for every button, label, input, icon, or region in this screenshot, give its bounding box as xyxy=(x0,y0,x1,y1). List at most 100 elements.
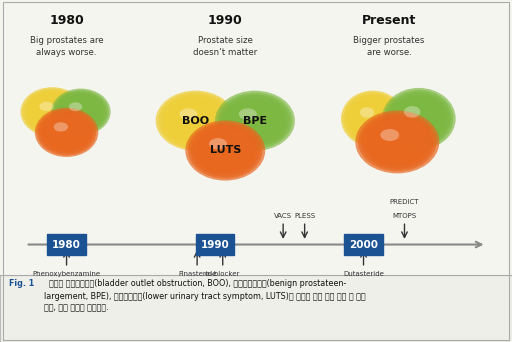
Ellipse shape xyxy=(194,127,257,174)
Ellipse shape xyxy=(50,110,54,114)
Text: Finasteride: Finasteride xyxy=(178,271,216,277)
Text: Dutasteride: Dutasteride xyxy=(343,271,384,277)
Ellipse shape xyxy=(33,97,71,127)
Ellipse shape xyxy=(77,109,85,115)
Text: LUTS: LUTS xyxy=(209,145,241,156)
Ellipse shape xyxy=(188,122,263,179)
Ellipse shape xyxy=(237,107,273,135)
Text: 1980: 1980 xyxy=(49,14,84,27)
Ellipse shape xyxy=(52,121,81,144)
Ellipse shape xyxy=(187,115,204,127)
Ellipse shape xyxy=(404,106,420,118)
Ellipse shape xyxy=(401,104,436,133)
Ellipse shape xyxy=(69,103,93,121)
Bar xyxy=(0,0,512,275)
Ellipse shape xyxy=(65,100,97,124)
Ellipse shape xyxy=(209,138,227,149)
Ellipse shape xyxy=(369,115,377,122)
Ellipse shape xyxy=(182,111,209,131)
Ellipse shape xyxy=(358,106,388,132)
Ellipse shape xyxy=(179,108,198,120)
Ellipse shape xyxy=(27,92,78,132)
Ellipse shape xyxy=(239,109,271,133)
Ellipse shape xyxy=(61,96,101,127)
Ellipse shape xyxy=(414,115,424,123)
Text: Fig. 1: Fig. 1 xyxy=(9,279,34,288)
Ellipse shape xyxy=(407,108,431,129)
Text: 연대별 하부요로폐색(bladder outlet obstruction, BOO), 양성전립선비대(benign prostateen-
largemen: 연대별 하부요로폐색(bladder outlet obstruction, B… xyxy=(44,279,366,313)
Ellipse shape xyxy=(20,87,84,136)
Ellipse shape xyxy=(371,117,375,120)
Text: Phenoxybenzamine: Phenoxybenzamine xyxy=(32,271,101,277)
Ellipse shape xyxy=(166,98,225,143)
Ellipse shape xyxy=(48,118,86,147)
Ellipse shape xyxy=(223,148,228,153)
Ellipse shape xyxy=(73,106,89,118)
Ellipse shape xyxy=(185,113,206,129)
Ellipse shape xyxy=(218,93,292,149)
Ellipse shape xyxy=(180,109,211,133)
Ellipse shape xyxy=(35,108,98,157)
Ellipse shape xyxy=(362,109,383,128)
Ellipse shape xyxy=(169,101,222,141)
Ellipse shape xyxy=(161,95,230,147)
Ellipse shape xyxy=(380,129,414,155)
Ellipse shape xyxy=(193,119,198,123)
Ellipse shape xyxy=(250,117,260,125)
Ellipse shape xyxy=(190,124,260,176)
Ellipse shape xyxy=(244,113,266,129)
Ellipse shape xyxy=(46,116,88,149)
Ellipse shape xyxy=(215,143,236,158)
Ellipse shape xyxy=(367,113,379,124)
Text: BPE: BPE xyxy=(243,116,267,126)
Ellipse shape xyxy=(385,90,453,147)
Ellipse shape xyxy=(44,114,90,150)
Text: Present: Present xyxy=(362,14,416,27)
Ellipse shape xyxy=(177,107,214,135)
Ellipse shape xyxy=(382,88,456,149)
Ellipse shape xyxy=(412,113,426,125)
Ellipse shape xyxy=(358,113,437,171)
Ellipse shape xyxy=(53,90,109,133)
Ellipse shape xyxy=(392,138,403,146)
Ellipse shape xyxy=(190,117,201,125)
Ellipse shape xyxy=(56,124,77,141)
Ellipse shape xyxy=(217,144,233,157)
Ellipse shape xyxy=(247,115,263,127)
Ellipse shape xyxy=(360,107,386,130)
Ellipse shape xyxy=(360,107,374,118)
Ellipse shape xyxy=(404,106,434,131)
Ellipse shape xyxy=(239,108,257,120)
Ellipse shape xyxy=(37,109,96,155)
Ellipse shape xyxy=(172,103,220,139)
Ellipse shape xyxy=(50,119,83,145)
Ellipse shape xyxy=(354,102,392,135)
Ellipse shape xyxy=(37,100,67,123)
Ellipse shape xyxy=(29,94,75,130)
Ellipse shape xyxy=(44,105,61,118)
Ellipse shape xyxy=(58,126,75,139)
Ellipse shape xyxy=(387,92,451,145)
Ellipse shape xyxy=(39,102,65,122)
Ellipse shape xyxy=(220,95,290,147)
Ellipse shape xyxy=(204,134,247,167)
Text: MTOPS: MTOPS xyxy=(392,212,417,219)
Ellipse shape xyxy=(389,94,449,143)
Ellipse shape xyxy=(63,98,99,126)
Ellipse shape xyxy=(220,146,230,155)
Ellipse shape xyxy=(54,122,79,142)
Ellipse shape xyxy=(233,105,276,137)
Ellipse shape xyxy=(397,100,441,137)
Ellipse shape xyxy=(343,92,402,145)
Ellipse shape xyxy=(389,136,406,148)
Text: VACS: VACS xyxy=(274,212,292,219)
Ellipse shape xyxy=(364,117,431,167)
Ellipse shape xyxy=(67,101,95,123)
Ellipse shape xyxy=(395,140,400,144)
Ellipse shape xyxy=(25,91,80,133)
Ellipse shape xyxy=(207,136,244,165)
Text: 1990: 1990 xyxy=(208,14,243,27)
Ellipse shape xyxy=(341,91,404,147)
Ellipse shape xyxy=(375,125,420,159)
Ellipse shape xyxy=(196,128,254,173)
